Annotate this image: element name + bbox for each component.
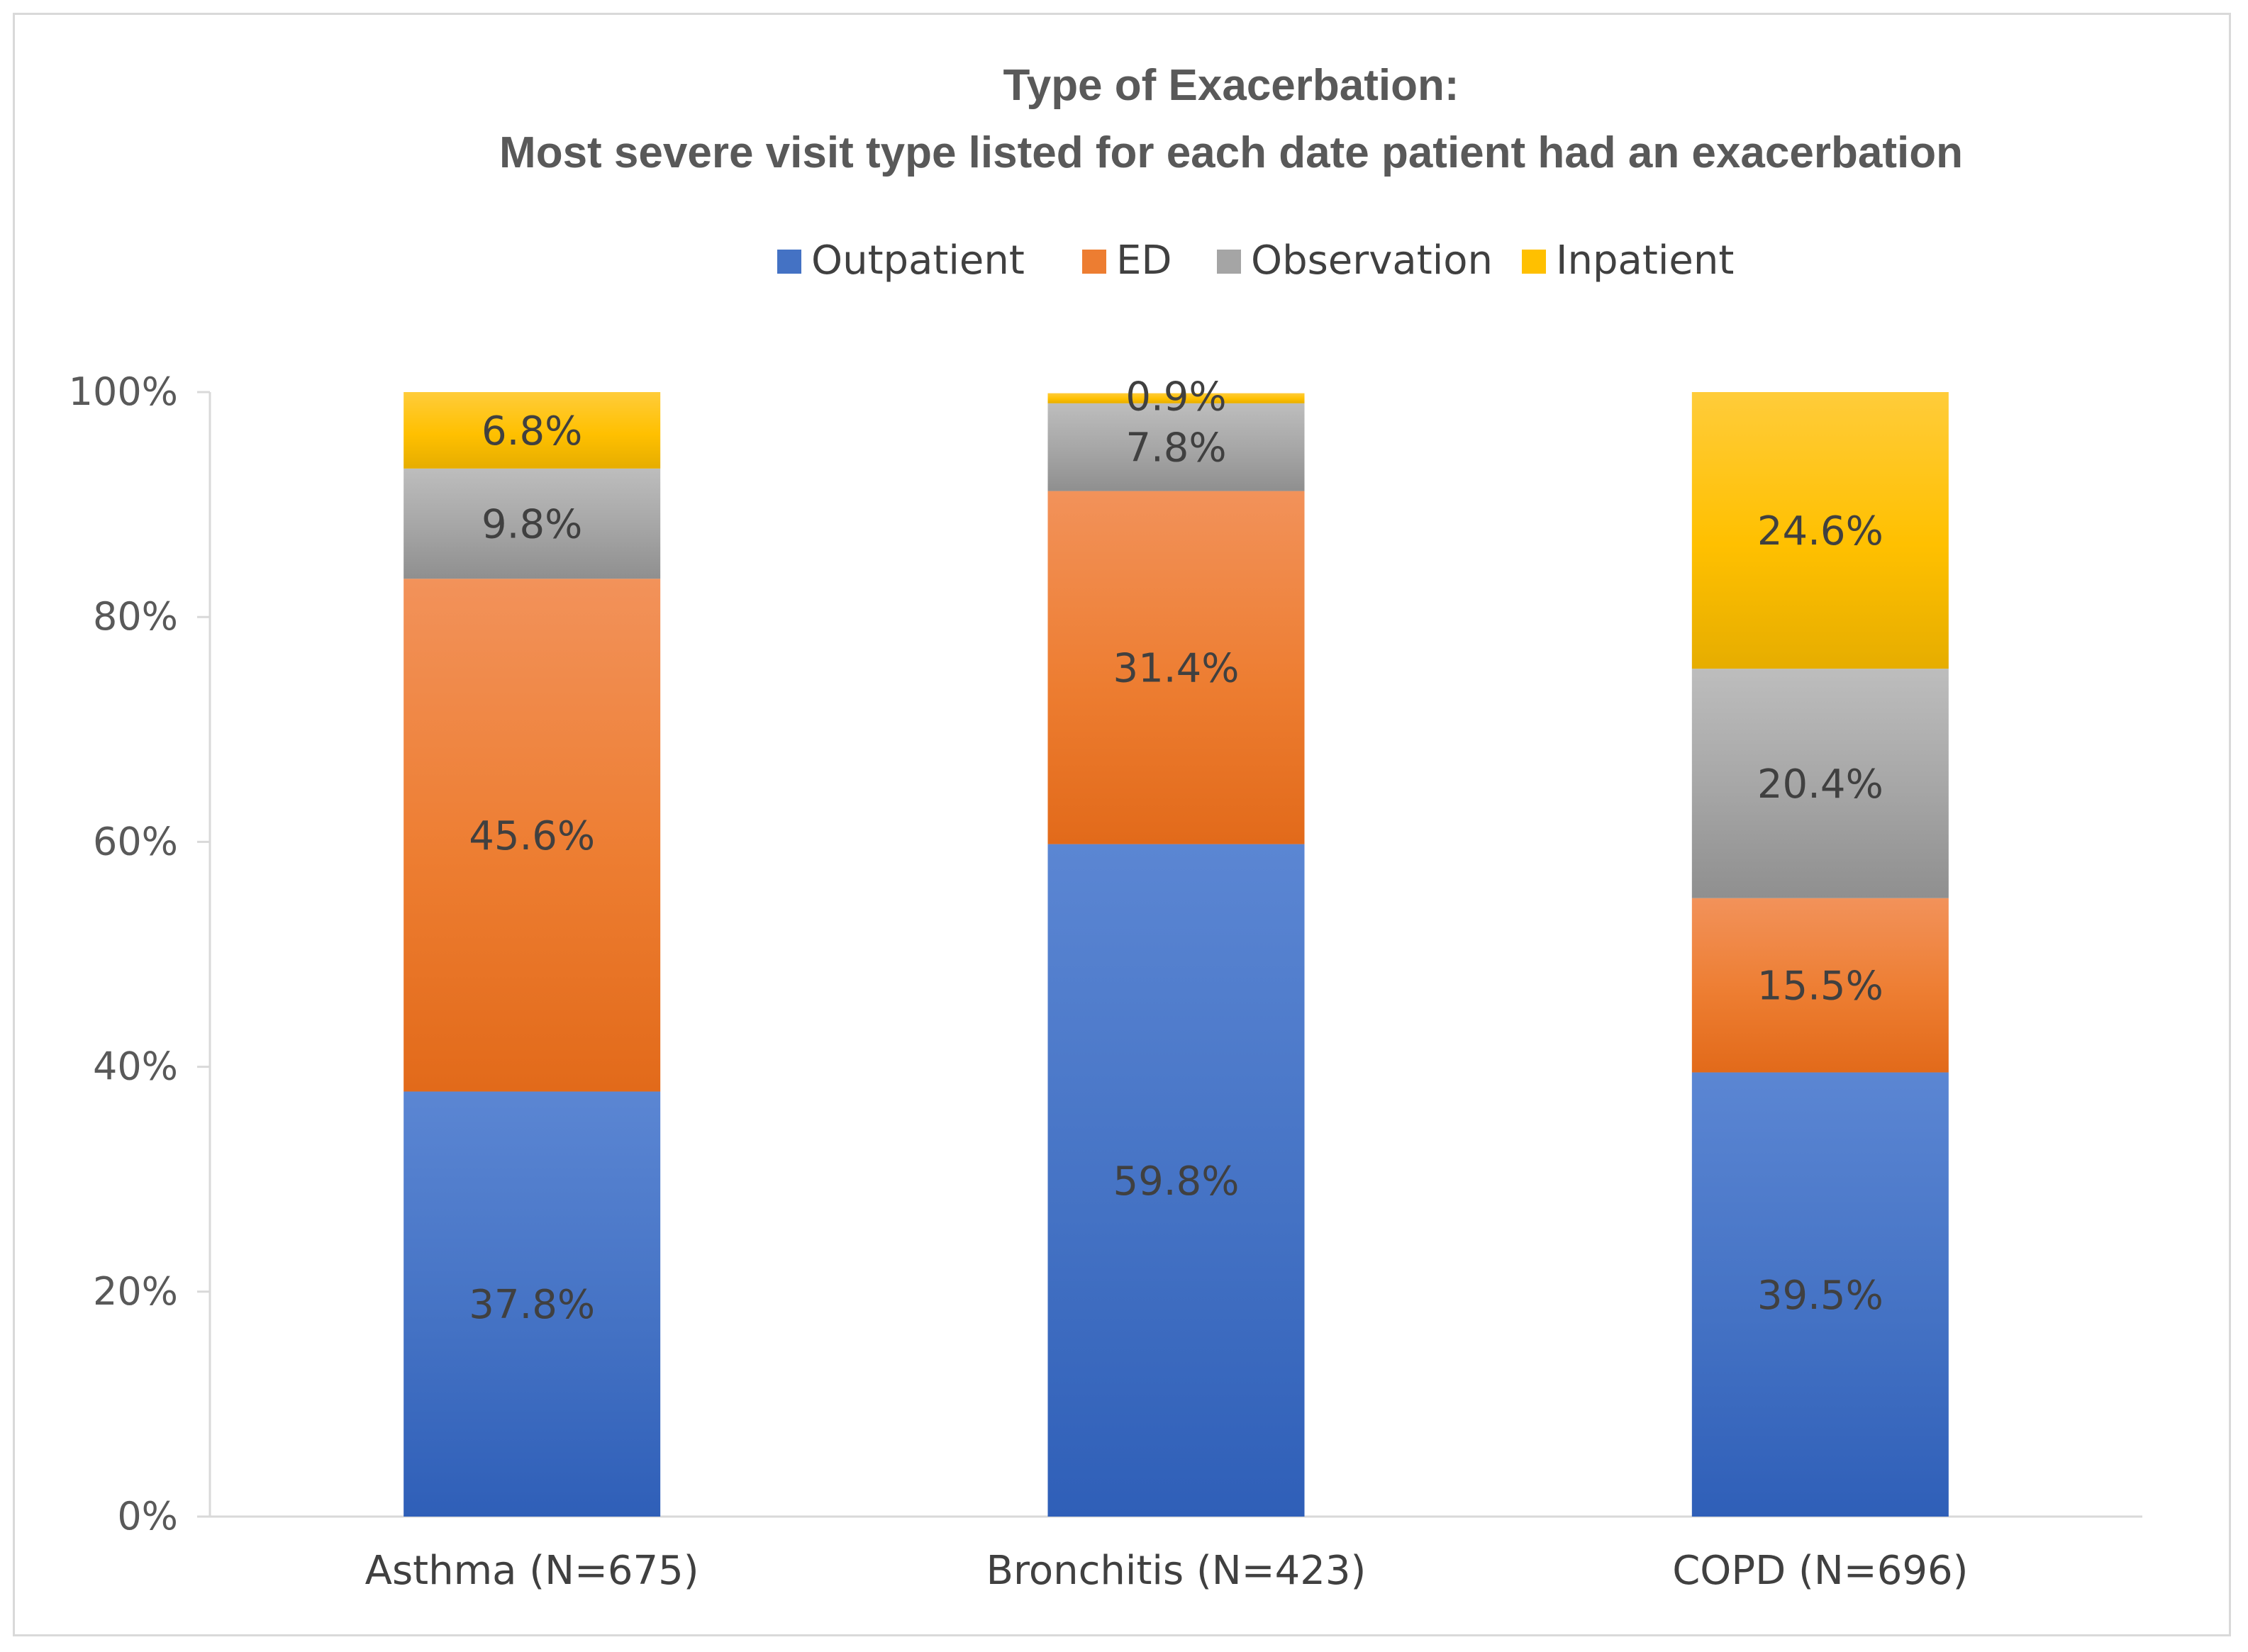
bar-segment-outpatient	[1691, 1072, 1949, 1517]
chart-frame: Type of Exacerbation: Most severe visit …	[13, 13, 2231, 1636]
data-label: 15.5%	[1757, 964, 1883, 1010]
bar-segment-ed	[1691, 898, 1949, 1073]
chart-title-line-1: Type of Exacerbation:	[1003, 61, 1459, 110]
y-tick-label: 80%	[93, 594, 178, 639]
x-category-label: Asthma (N=675)	[365, 1548, 699, 1594]
legend: Outpatient ED Observation Inpatient	[777, 238, 1734, 284]
bar-segment-inpatient	[404, 392, 661, 469]
bar-segment-observation	[1047, 403, 1305, 491]
legend-label-ed: ED	[1116, 238, 1172, 284]
data-labels: 37.8% 45.6% 9.8% 6.8% 59.8% 31.4% 7.8% 0.9% 39.5…	[469, 374, 1883, 1329]
bars	[404, 392, 1949, 1517]
data-label: 37.8%	[469, 1282, 595, 1328]
legend-swatch-observation	[1217, 250, 1241, 274]
y-tick-label: 100%	[69, 369, 178, 414]
data-label: 7.8%	[1125, 425, 1226, 471]
legend-label-outpatient: Outpatient	[811, 238, 1025, 284]
data-label: 39.5%	[1757, 1273, 1883, 1319]
data-label: 0.9%	[1125, 374, 1226, 420]
data-label: 31.4%	[1113, 646, 1240, 692]
axes: 0% 20% 40% 60% 80% 100% Asthma (N=675) Bronchit…	[69, 369, 2142, 1594]
legend-label-observation: Observation	[1251, 238, 1493, 284]
data-label: 59.8%	[1113, 1159, 1240, 1205]
legend-swatch-outpatient	[777, 250, 801, 274]
legend-swatch-inpatient	[1522, 250, 1546, 274]
bar-segment-observation	[404, 468, 661, 579]
bar-segment-observation	[1691, 669, 1949, 898]
data-label: 24.6%	[1757, 508, 1883, 554]
data-label: 20.4%	[1757, 761, 1883, 808]
legend-swatch-ed	[1082, 250, 1106, 274]
bar-segment-ed	[1047, 491, 1305, 844]
data-label: 9.8%	[482, 502, 582, 548]
data-label: 6.8%	[482, 408, 582, 454]
data-label: 45.6%	[469, 813, 595, 859]
bar-segment-inpatient	[1047, 393, 1305, 403]
bar-segment-ed	[404, 579, 661, 1092]
y-tick-label: 20%	[93, 1269, 178, 1314]
bar-segment-outpatient	[404, 1091, 661, 1517]
bar-segment-outpatient	[1047, 844, 1305, 1517]
stacked-bar-chart: Type of Exacerbation: Most severe visit …	[69, 61, 2142, 1594]
y-tick-label: 60%	[93, 819, 178, 864]
chart-title-line-2: Most severe visit type listed for each d…	[499, 128, 1963, 177]
y-tick-label: 40%	[93, 1044, 178, 1089]
y-tick-label: 0%	[117, 1494, 178, 1539]
bar-segment-inpatient	[1691, 392, 1949, 669]
x-category-label: Bronchitis (N=423)	[986, 1548, 1367, 1594]
legend-label-inpatient: Inpatient	[1556, 238, 1734, 284]
x-category-label: COPD (N=696)	[1672, 1548, 1968, 1594]
